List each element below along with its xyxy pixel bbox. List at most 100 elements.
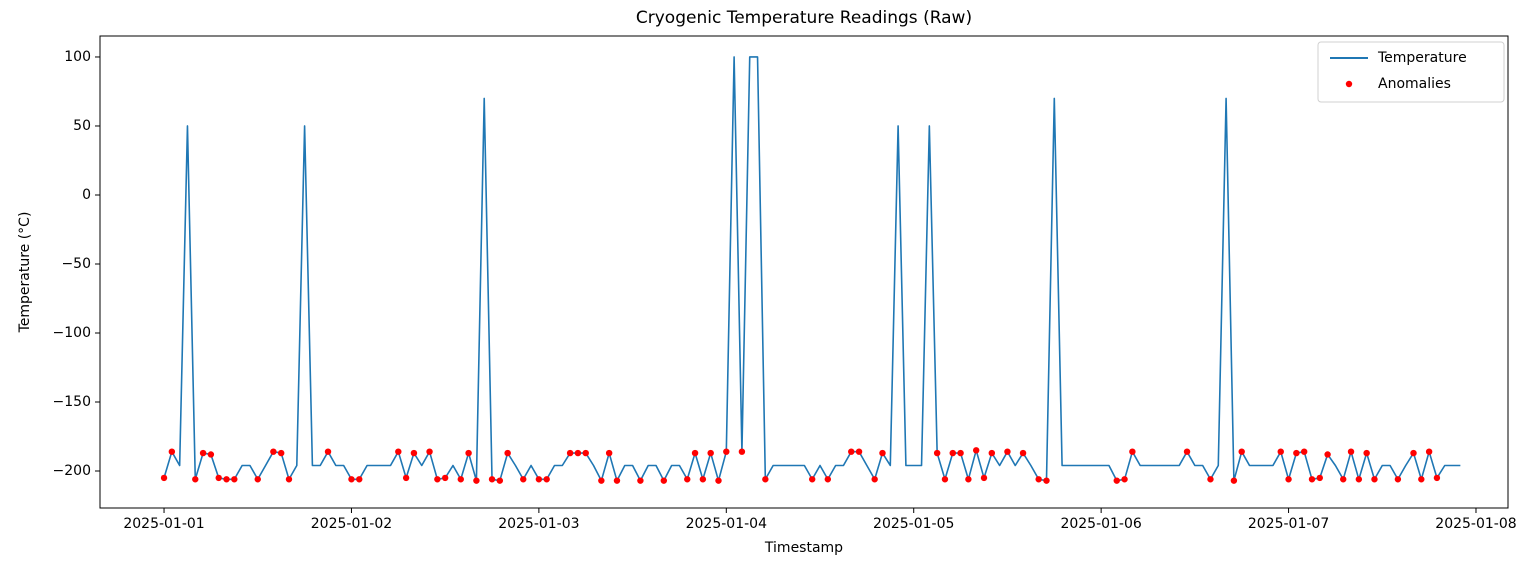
y-tick-label: 100 [64, 49, 91, 65]
anomaly-point [277, 449, 285, 457]
anomaly-point [199, 449, 207, 457]
anomaly-point [972, 447, 980, 454]
legend-label: Anomalies [1378, 76, 1451, 92]
anomaly-point [613, 477, 621, 484]
x-tick-label: 2025-01-08 [1435, 516, 1516, 532]
anomaly-point [168, 448, 176, 455]
y-tick-label: −50 [61, 256, 91, 272]
x-tick-label: 2025-01-07 [1248, 516, 1329, 532]
anomaly-point [356, 476, 363, 483]
anomaly-point [1230, 477, 1238, 484]
anomaly-point [1035, 476, 1042, 483]
x-tick-label: 2025-01-02 [311, 516, 392, 532]
y-axis-label: Temperature (°C) [17, 212, 33, 334]
anomaly-point [691, 449, 699, 457]
anomaly-point [488, 476, 496, 483]
anomaly-point [1113, 477, 1120, 484]
x-tick-label: 2025-01-03 [498, 516, 579, 532]
anomaly-point [1433, 474, 1441, 482]
anomaly-point [504, 449, 511, 457]
legend-label: Temperature [1377, 50, 1467, 66]
anomaly-point [1300, 448, 1308, 455]
anomaly-point [1004, 448, 1011, 455]
x-tick-label: 2025-01-06 [1060, 516, 1141, 532]
anomaly-point [699, 476, 707, 483]
chart-title: Cryogenic Temperature Readings (Raw) [636, 8, 972, 28]
anomaly-point [1316, 474, 1323, 482]
anomaly-point [1355, 476, 1363, 483]
anomaly-point [1410, 449, 1417, 457]
anomaly-point [933, 449, 941, 457]
anomaly-point [457, 476, 464, 483]
anomaly-point [223, 476, 230, 483]
anomaly-point [324, 448, 332, 455]
anomaly-point [192, 476, 199, 483]
x-tick-label: 2025-01-01 [123, 516, 204, 532]
anomaly-point [465, 449, 472, 457]
anomaly-point [520, 476, 527, 483]
anomaly-point [715, 477, 722, 484]
anomaly-point [496, 477, 504, 484]
anomaly-point [1129, 448, 1136, 455]
y-tick-label: 0 [82, 187, 91, 203]
anomaly-point [1347, 448, 1355, 455]
anomaly-point [582, 449, 589, 457]
anomaly-point [738, 448, 746, 455]
anomaly-point [660, 477, 668, 484]
temperature-line [163, 56, 1461, 482]
anomaly-point [1308, 476, 1316, 483]
anomaly-point [707, 449, 714, 457]
anomaly-point [254, 476, 261, 483]
anomaly-point [605, 449, 613, 457]
anomaly-point [1238, 448, 1245, 455]
plot-frame [99, 35, 1509, 509]
y-tick-label: −150 [53, 394, 91, 410]
anomaly-point [941, 476, 949, 483]
anomaly-point [434, 476, 441, 483]
anomaly-point [160, 474, 168, 482]
anomaly-point [848, 448, 855, 455]
anomaly-point [395, 448, 402, 455]
anomaly-point [988, 449, 996, 457]
anomaly-point [270, 448, 277, 455]
anomaly-point [684, 476, 691, 483]
anomaly-point [637, 477, 644, 484]
anomaly-point [879, 449, 886, 457]
anomaly-point [957, 449, 964, 457]
anomaly-point [1363, 449, 1370, 457]
anomaly-point [566, 449, 574, 457]
anomaly-point [1019, 449, 1027, 457]
anomaly-point [543, 476, 550, 483]
anomaly-point [215, 474, 222, 482]
anomaly-point [1394, 476, 1402, 483]
anomaly-point [598, 477, 605, 484]
anomaly-point [473, 477, 480, 484]
anomaly-point [1340, 476, 1347, 483]
anomaly-point [535, 476, 543, 483]
anomaly-point [426, 448, 433, 455]
x-tick-label: 2025-01-05 [873, 516, 954, 532]
anomaly-point [1121, 476, 1128, 483]
anomaly-point [402, 474, 410, 482]
anomaly-point [949, 449, 956, 457]
anomaly-point [348, 476, 355, 483]
y-tick-label: 50 [73, 118, 91, 134]
anomaly-point [574, 449, 582, 457]
anomaly-point [723, 448, 730, 455]
anomaly-point [207, 451, 215, 458]
anomaly-point [824, 476, 832, 483]
anomaly-point [1425, 448, 1433, 455]
anomaly-point [965, 476, 972, 483]
anomaly-point [1324, 451, 1331, 458]
anomaly-point [980, 474, 988, 482]
anomaly-point [1183, 448, 1191, 455]
y-tick-label: −100 [53, 325, 91, 341]
x-tick-label: 2025-01-04 [686, 516, 767, 532]
y-tick-label: −200 [53, 463, 91, 479]
anomaly-point [871, 476, 878, 483]
anomaly-point [1285, 476, 1292, 483]
anomaly-point [1371, 476, 1378, 483]
anomaly-point [1207, 476, 1214, 483]
anomaly-point [855, 448, 863, 455]
